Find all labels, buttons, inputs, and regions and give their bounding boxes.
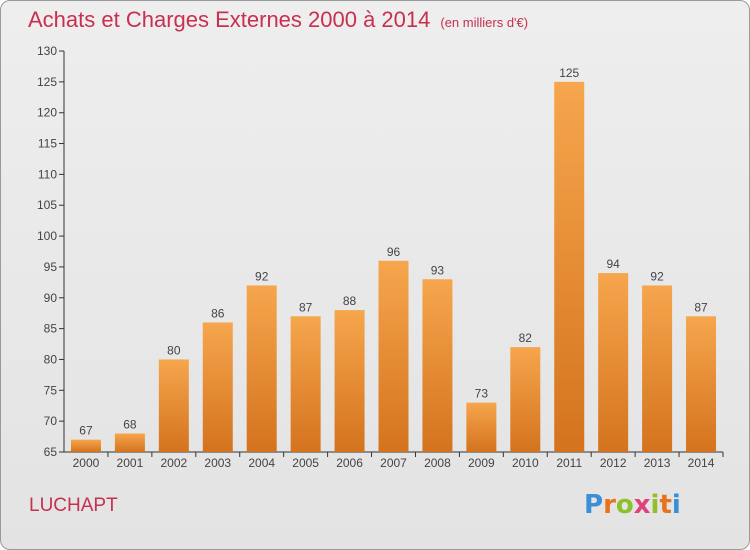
brand-letter: t	[659, 490, 672, 520]
brand-letter: i	[650, 490, 660, 520]
y-tick-label: 70	[44, 414, 58, 428]
y-tick-label: 65	[44, 445, 58, 459]
bar	[422, 279, 453, 452]
brand-letter: r	[603, 490, 616, 520]
bar	[246, 285, 277, 452]
bar-value-label: 92	[255, 269, 269, 283]
x-tick-label: 2010	[512, 456, 539, 470]
x-tick-label: 2008	[424, 456, 451, 470]
bar-value-label: 94	[606, 257, 620, 271]
y-tick-label: 115	[38, 137, 57, 151]
brand-letter: i	[671, 490, 681, 520]
bar	[686, 316, 717, 452]
bar	[378, 260, 409, 452]
bar-value-label: 93	[431, 263, 445, 277]
y-tick-label: 95	[44, 260, 58, 274]
bar	[642, 285, 673, 452]
x-tick-label: 2012	[600, 456, 627, 470]
x-tick-label: 2011	[556, 456, 582, 470]
brand-letter: P	[584, 490, 604, 520]
bar-value-label: 96	[387, 245, 401, 259]
chart-subtitle: (en milliers d'€)	[440, 15, 529, 30]
bar	[158, 359, 189, 452]
bar	[554, 81, 585, 452]
bar-value-label: 125	[559, 66, 579, 80]
x-tick-label: 2013	[644, 456, 671, 470]
x-tick-label: 2007	[380, 456, 407, 470]
y-tick-label: 90	[44, 291, 58, 305]
bar	[466, 402, 497, 452]
x-tick-label: 2009	[468, 456, 495, 470]
brand-letter: x	[633, 490, 651, 520]
x-tick-label: 2005	[292, 456, 319, 470]
x-tick-label: 2003	[204, 456, 231, 470]
bar	[202, 322, 233, 452]
y-tick-label: 130	[37, 44, 57, 58]
bar	[334, 310, 365, 452]
title-text: Achats et Charges Externes 2000 à 2014	[28, 7, 431, 32]
bar	[70, 439, 101, 452]
y-tick-label: 120	[37, 106, 57, 120]
x-tick-label: 2004	[248, 456, 275, 470]
bar	[598, 273, 629, 452]
place-name: LUCHAPT	[29, 495, 118, 516]
x-tick-label: 2000	[73, 456, 100, 470]
x-tick-label: 2014	[688, 456, 715, 470]
bar-value-label: 80	[167, 343, 181, 357]
y-tick-label: 80	[44, 352, 58, 366]
x-tick-label: 2002	[160, 456, 187, 470]
bar	[114, 433, 145, 452]
bar-value-label: 86	[211, 306, 225, 320]
brand-letter: o	[615, 490, 634, 520]
bar-value-label: 87	[299, 300, 313, 314]
bar-value-label: 88	[343, 294, 357, 308]
y-tick-label: 105	[37, 198, 57, 212]
y-tick-label: 110	[38, 167, 57, 181]
bar-value-label: 67	[79, 424, 93, 438]
y-tick-label: 75	[44, 383, 58, 397]
bar-value-label: 68	[123, 417, 137, 431]
brand-logo: Proxiti	[584, 490, 681, 520]
chart-title: Achats et Charges Externes 2000 à 2014 (e…	[28, 7, 528, 33]
y-tick-label: 125	[37, 75, 57, 89]
bar-value-label: 92	[650, 269, 664, 283]
bar-value-label: 82	[519, 331, 533, 345]
x-tick-label: 2001	[117, 456, 144, 470]
bar	[510, 347, 541, 452]
x-tick-label: 2006	[336, 456, 363, 470]
bar-value-label: 73	[475, 387, 489, 401]
y-tick-label: 100	[37, 229, 57, 243]
bar-value-label: 87	[694, 300, 708, 314]
bar	[290, 316, 321, 452]
y-tick-label: 85	[44, 322, 58, 336]
